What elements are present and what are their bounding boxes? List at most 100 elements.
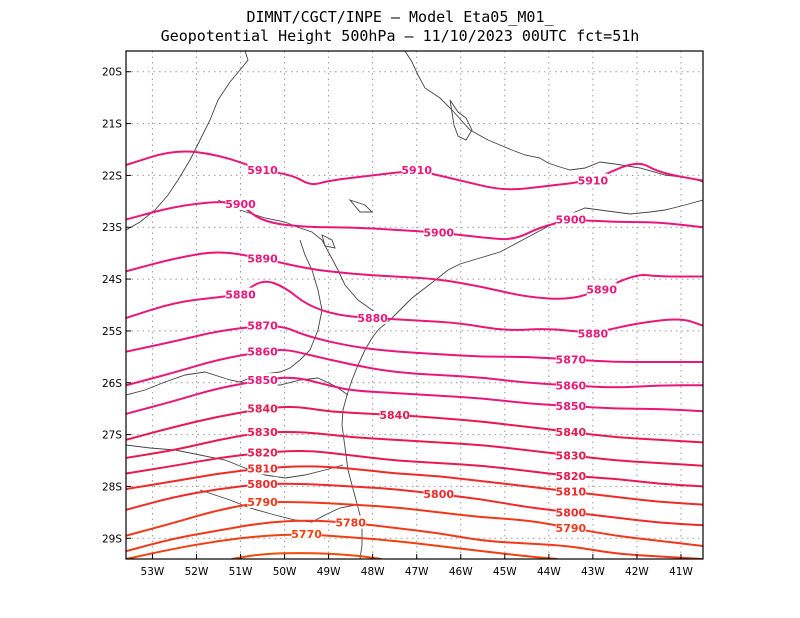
contour-label-bg (586, 282, 617, 296)
axis-ticks: 53W 52W 51W 50W 49W 48W 47W 46W 45W 44W 43W 42W 41W 2… (102, 67, 693, 578)
contour-5870 (126, 325, 703, 363)
y-tick-label: 29S (102, 533, 122, 545)
contour-label-5840: 5840 (556, 426, 587, 439)
y-tick-label: 20S (102, 67, 122, 79)
y-tick-label: 22S (102, 170, 122, 182)
contour-label-5830: 5830 (247, 426, 278, 439)
contour-label-5840: 5840 (379, 409, 410, 422)
x-tick-label: 41W (669, 566, 693, 578)
contour-label-bg (291, 527, 322, 541)
contour-label-bg (423, 487, 454, 501)
x-tick-label: 43W (581, 566, 605, 578)
y-tick-label: 26S (102, 378, 122, 390)
y-tick-label: 23S (102, 222, 122, 234)
state-border-south (126, 444, 344, 479)
contour-label-5900: 5900 (225, 198, 256, 211)
contour-label-bg (577, 326, 608, 340)
y-tick-label: 28S (102, 481, 122, 493)
atlantic-coastline (404, 51, 703, 183)
contour-label-bg (247, 445, 278, 459)
contour-5830 (126, 430, 703, 467)
state-border-west (126, 51, 249, 231)
contour-label-5890: 5890 (247, 252, 278, 265)
state-border-center (217, 199, 386, 319)
contour-label-bg (335, 515, 366, 529)
contour-label-bg (225, 196, 256, 210)
y-tick-label: 21S (102, 119, 122, 131)
state-border-parana (126, 371, 349, 396)
contour-label-bg (555, 469, 586, 483)
contour-label-5790: 5790 (247, 496, 278, 509)
contour-label-bg (247, 476, 278, 490)
contour-label-bg (555, 212, 586, 226)
contour-label-5810: 5810 (247, 462, 278, 475)
contour-label-bg (555, 484, 586, 498)
contour-label-bg (555, 352, 586, 366)
contour-label-bg (379, 407, 410, 421)
contour-label-5860: 5860 (247, 346, 278, 359)
contour-label-5790: 5790 (556, 522, 587, 535)
plot-frame (125, 50, 704, 560)
contour-label-5880: 5880 (225, 289, 256, 302)
contour-5780 (126, 519, 703, 559)
contour-5810 (126, 465, 703, 506)
x-tick-label: 52W (185, 566, 209, 578)
map-title-line-1: DIMNT/CGCT/INPE – Model Eta05_M01_ (246, 8, 554, 26)
contour-label-5880: 5880 (357, 312, 388, 325)
contour-labels: 5910 5910 5910 5900 5900 5900 5890 5890 5880 5880… (225, 163, 617, 541)
contour-label-5860: 5860 (556, 379, 587, 392)
contour-label-5910: 5910 (578, 175, 609, 188)
contour-label-bg (555, 425, 586, 438)
contour-label-bg (247, 344, 278, 358)
contour-label-bg (555, 378, 586, 392)
map-title-line-2: Geopotential Height 500hPa – 11/10/2023 … (160, 27, 640, 45)
contour-label-5840: 5840 (247, 403, 278, 416)
x-tick-label: 53W (141, 566, 165, 578)
contour-label-5820: 5820 (247, 447, 278, 460)
contour-label-bg (247, 373, 278, 387)
contour-label-5890: 5890 (586, 283, 617, 296)
contour-label-5850: 5850 (556, 400, 587, 413)
x-tick-label: 46W (449, 566, 473, 578)
contour-label-5850: 5850 (247, 374, 278, 387)
x-tick-label: 47W (405, 566, 429, 578)
contour-5820 (126, 449, 703, 488)
contour-label-bg (225, 287, 256, 301)
contour-5900 (126, 201, 703, 241)
contour-label-5810: 5810 (556, 486, 587, 499)
contour-label-bg (357, 310, 388, 324)
x-tick-label: 44W (537, 566, 561, 578)
x-tick-label: 48W (361, 566, 385, 578)
contour-label-bg (423, 225, 454, 239)
contour-label-5780: 5780 (335, 517, 366, 530)
x-tick-label: 45W (493, 566, 517, 578)
contour-5840 (126, 405, 703, 444)
contour-label-5900: 5900 (423, 226, 454, 239)
x-tick-label: 42W (625, 566, 649, 578)
coastal-islands (321, 99, 473, 249)
lat-lon-grid (126, 51, 703, 559)
contour-label-bg (247, 401, 278, 415)
contour-label-5800: 5800 (556, 506, 587, 519)
contour-5800 (126, 482, 703, 527)
contour-label-bg (247, 251, 278, 265)
contour-label-5880: 5880 (578, 328, 609, 341)
contour-label-bg (577, 173, 608, 187)
contour-label-bg (555, 448, 586, 462)
contour-label-5870: 5870 (247, 320, 278, 333)
contour-label-bg (247, 494, 278, 508)
contour-label-bg (247, 461, 278, 475)
contour-label-bg (247, 318, 278, 332)
contour-label-5870: 5870 (556, 353, 587, 366)
contour-label-5800: 5800 (247, 478, 278, 491)
x-tick-label: 51W (229, 566, 253, 578)
contour-label-bg (247, 163, 278, 177)
southeast-coastline (341, 199, 703, 559)
contour-label-5820: 5820 (556, 470, 587, 483)
y-tick-label: 27S (102, 430, 122, 442)
contour-label-5770: 5770 (291, 528, 322, 541)
x-tick-label: 49W (317, 566, 341, 578)
contour-label-bg (555, 505, 586, 519)
contour-label-5910: 5910 (401, 164, 432, 177)
